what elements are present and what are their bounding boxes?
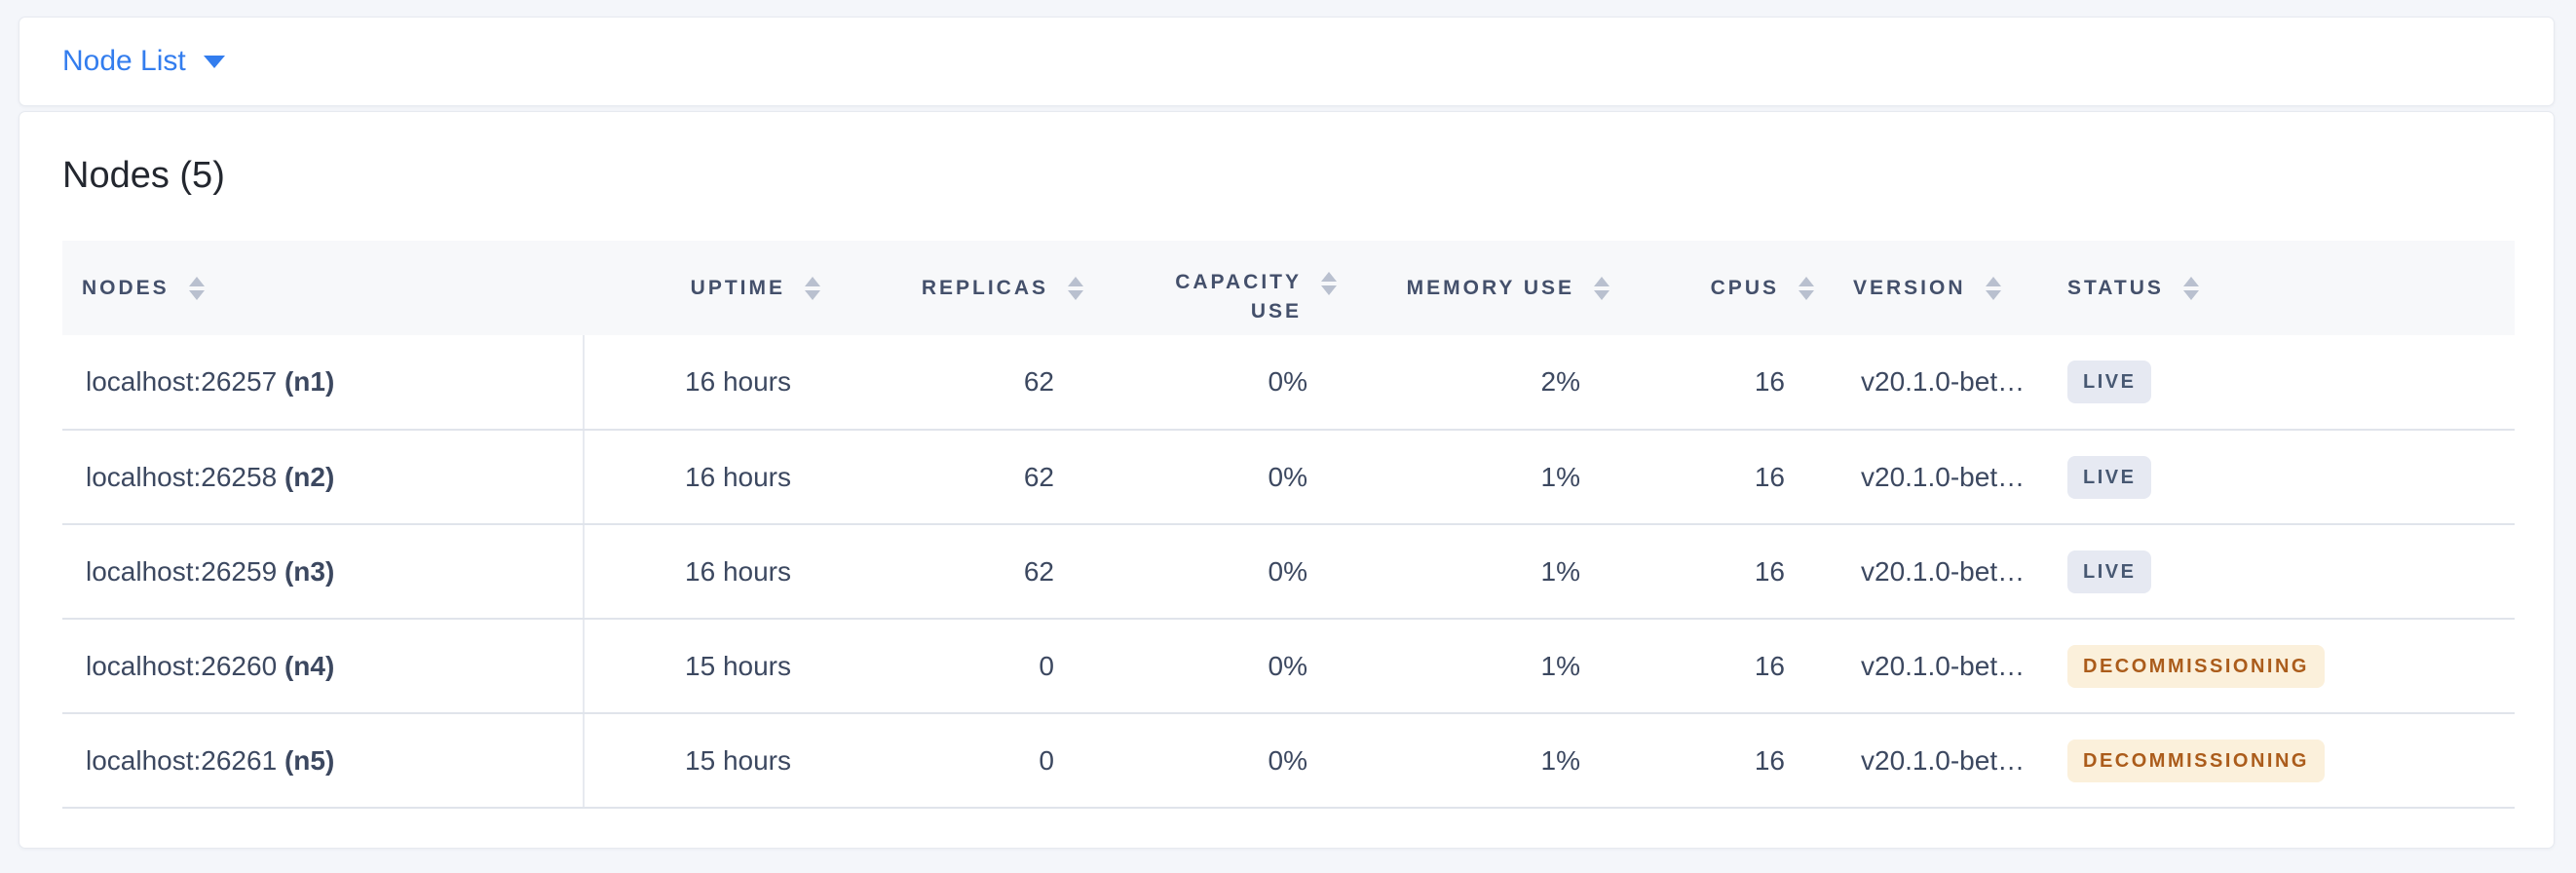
table-body: localhost:26257 (n1) 16 hours 62 0% 2% 16 v20.… bbox=[62, 335, 2515, 809]
status-badge: LIVE bbox=[2067, 455, 2152, 499]
status-badge: DECOMMISSIONING bbox=[2067, 644, 2325, 688]
cpus-cell: 16 bbox=[1639, 430, 1843, 525]
table-header-row: NODES UPTIME REPLICAS CAPACITY USE MEMORY USE… bbox=[62, 241, 2515, 335]
uptime-cell: 16 hours bbox=[584, 430, 850, 525]
sort-icon bbox=[1985, 276, 2001, 300]
status-cell: DECOMMISSIONING bbox=[2053, 713, 2515, 809]
column-label: STATUS bbox=[2067, 276, 2164, 299]
column-header-version[interactable]: VERSION bbox=[1843, 241, 2053, 335]
cpus-cell: 16 bbox=[1639, 524, 1843, 620]
sort-icon bbox=[1594, 276, 1610, 300]
memory-use-cell: 1% bbox=[1366, 524, 1639, 620]
uptime-cell: 16 hours bbox=[584, 524, 850, 620]
column-header-nodes[interactable]: NODES bbox=[62, 241, 584, 335]
nodes-table: NODES UPTIME REPLICAS CAPACITY USE MEMORY USE… bbox=[62, 241, 2515, 809]
sort-icon bbox=[2182, 276, 2199, 300]
capacity-use-cell: 0% bbox=[1113, 430, 1366, 525]
node-address: localhost:26257 (n1) bbox=[62, 335, 585, 431]
table-row: localhost:26257 (n1) 16 hours 62 0% 2% 16 v20.… bbox=[62, 335, 2515, 431]
version-cell: v20.1.0-bet… bbox=[1843, 619, 2053, 714]
page-title: Nodes (5) bbox=[62, 155, 225, 196]
uptime-cell: 16 hours bbox=[584, 335, 850, 431]
column-label: CPUS bbox=[1710, 276, 1779, 299]
column-header-cpus[interactable]: CPUS bbox=[1639, 241, 1843, 335]
column-label: MEMORY USE bbox=[1406, 276, 1574, 299]
replicas-cell: 62 bbox=[850, 430, 1113, 525]
version-cell: v20.1.0-bet… bbox=[1843, 335, 2053, 431]
replicas-cell: 0 bbox=[850, 713, 1113, 809]
column-label: NODES bbox=[82, 276, 170, 299]
cpus-cell: 16 bbox=[1639, 713, 1843, 809]
column-label: VERSION bbox=[1853, 276, 1966, 299]
capacity-use-cell: 0% bbox=[1113, 619, 1366, 714]
version-cell: v20.1.0-bet… bbox=[1843, 524, 2053, 620]
version-cell: v20.1.0-bet… bbox=[1843, 713, 2053, 809]
page: Node List Nodes (5) NODES UPTIME REPLICAS C… bbox=[19, 17, 2555, 849]
status-cell: LIVE bbox=[2053, 430, 2515, 525]
status-badge: DECOMMISSIONING bbox=[2067, 739, 2325, 782]
node-address: localhost:26260 (n4) bbox=[62, 619, 585, 714]
status-cell: DECOMMISSIONING bbox=[2053, 619, 2515, 714]
sort-icon bbox=[1799, 276, 1814, 300]
sort-icon bbox=[805, 276, 820, 300]
version-cell: v20.1.0-bet… bbox=[1843, 430, 2053, 525]
capacity-use-cell: 0% bbox=[1113, 713, 1366, 809]
table-row: localhost:26259 (n3) 16 hours 62 0% 1% 16 v20.… bbox=[62, 524, 2515, 620]
table-row: localhost:26258 (n2) 16 hours 62 0% 1% 16 v20.… bbox=[62, 430, 2515, 525]
nodes-card: Nodes (5) NODES UPTIME REPLICAS CAPACITY USE… bbox=[19, 111, 2555, 849]
sort-icon bbox=[1068, 276, 1083, 300]
status-cell: LIVE bbox=[2053, 524, 2515, 620]
memory-use-cell: 1% bbox=[1366, 430, 1639, 525]
node-list-dropdown-label: Node List bbox=[62, 45, 186, 77]
column-label: UPTIME bbox=[690, 276, 785, 299]
status-badge: LIVE bbox=[2067, 361, 2152, 403]
replicas-cell: 0 bbox=[850, 619, 1113, 714]
column-header-replicas[interactable]: REPLICAS bbox=[850, 241, 1113, 335]
column-header-memory_use[interactable]: MEMORY USE bbox=[1366, 241, 1639, 335]
uptime-cell: 15 hours bbox=[584, 619, 850, 714]
capacity-use-cell: 0% bbox=[1113, 335, 1366, 431]
node-address: localhost:26258 (n2) bbox=[62, 430, 585, 525]
replicas-cell: 62 bbox=[850, 524, 1113, 620]
column-label: REPLICAS bbox=[921, 276, 1048, 299]
column-header-capacity_use[interactable]: CAPACITY USE bbox=[1113, 241, 1366, 335]
memory-use-cell: 1% bbox=[1366, 619, 1639, 714]
capacity-use-cell: 0% bbox=[1113, 524, 1366, 620]
status-cell: LIVE bbox=[2053, 335, 2515, 431]
cpus-cell: 16 bbox=[1639, 619, 1843, 714]
status-badge: LIVE bbox=[2067, 550, 2152, 593]
node-address: localhost:26261 (n5) bbox=[62, 713, 585, 809]
table-row: localhost:26261 (n5) 15 hours 0 0% 1% 16 v20.1… bbox=[62, 713, 2515, 809]
node-list-dropdown[interactable]: Node List bbox=[62, 45, 225, 78]
sort-icon bbox=[1321, 272, 1337, 295]
view-selector-bar: Node List bbox=[19, 17, 2555, 106]
uptime-cell: 15 hours bbox=[584, 713, 850, 809]
memory-use-cell: 1% bbox=[1366, 713, 1639, 809]
column-label: CAPACITY USE bbox=[1175, 271, 1302, 323]
column-header-status[interactable]: STATUS bbox=[2053, 241, 2515, 335]
chevron-down-icon bbox=[203, 55, 225, 68]
node-address: localhost:26259 (n3) bbox=[62, 524, 585, 620]
memory-use-cell: 2% bbox=[1366, 335, 1639, 431]
column-header-uptime[interactable]: UPTIME bbox=[584, 241, 850, 335]
cpus-cell: 16 bbox=[1639, 335, 1843, 431]
replicas-cell: 62 bbox=[850, 335, 1113, 431]
sort-icon bbox=[188, 276, 205, 300]
table-row: localhost:26260 (n4) 15 hours 0 0% 1% 16 v20.1… bbox=[62, 619, 2515, 714]
